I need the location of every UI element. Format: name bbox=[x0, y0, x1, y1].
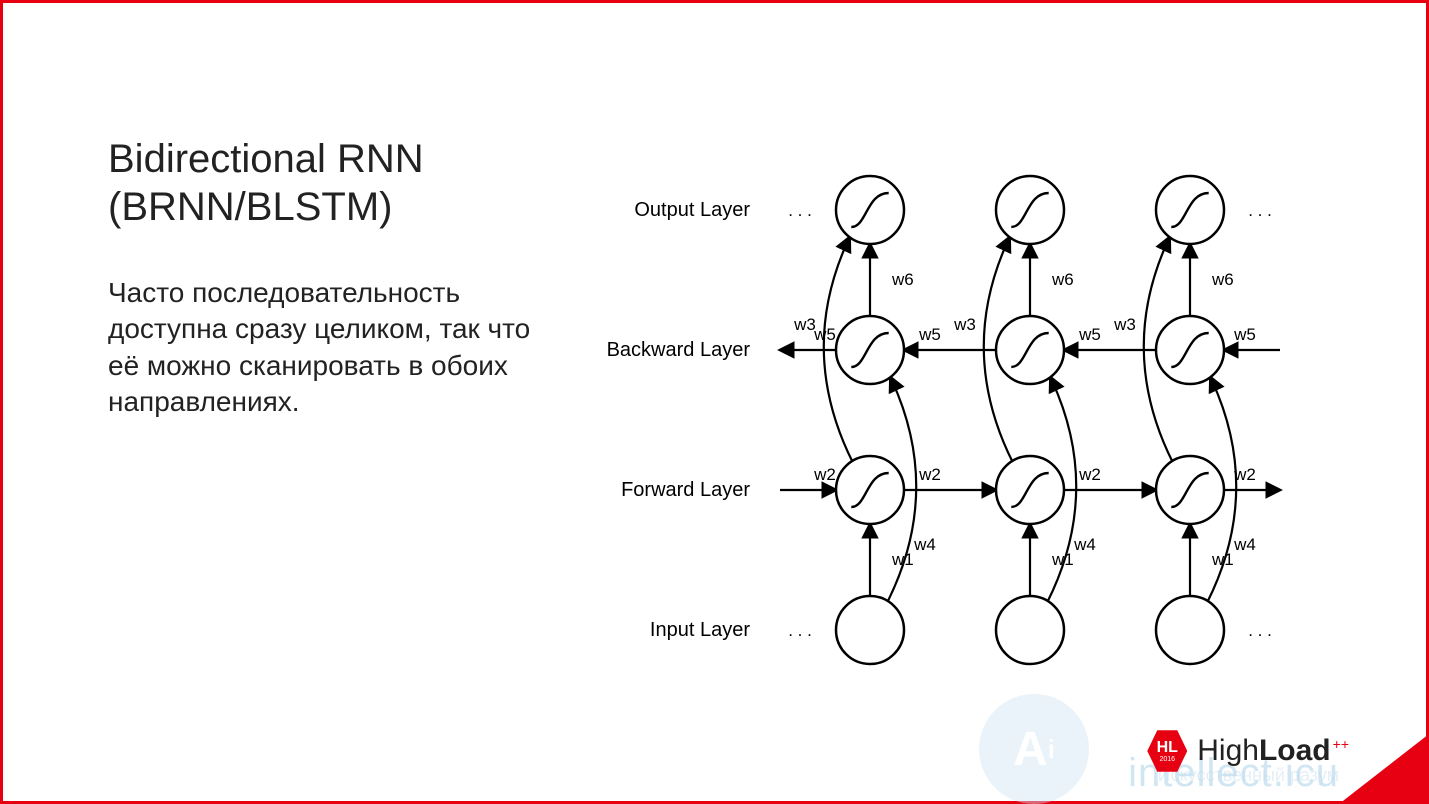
svg-text:w5: w5 bbox=[918, 325, 941, 344]
diagram-svg: Output Layer Backward Layer Forward Layer I… bbox=[580, 150, 1340, 680]
conference-logo: HL 2016 HighLoad++ bbox=[1147, 728, 1349, 774]
svg-text:Input Layer: Input Layer bbox=[650, 619, 750, 641]
svg-text:w4: w4 bbox=[1073, 535, 1096, 554]
svg-text:. . .: . . . bbox=[1248, 621, 1272, 640]
svg-text:w3: w3 bbox=[1113, 315, 1136, 334]
slide-title: Bidirectional RNN (BRNN/BLSTM) bbox=[108, 135, 528, 231]
svg-text:w5: w5 bbox=[1233, 325, 1256, 344]
svg-text:w2: w2 bbox=[1078, 465, 1101, 484]
svg-text:w3: w3 bbox=[953, 315, 976, 334]
svg-text:w2: w2 bbox=[918, 465, 941, 484]
watermark-icon: Ai bbox=[979, 694, 1089, 804]
svg-text:. . .: . . . bbox=[788, 201, 812, 220]
svg-text:w2: w2 bbox=[813, 465, 836, 484]
svg-text:Forward Layer: Forward Layer bbox=[621, 479, 750, 501]
svg-text:Backward Layer: Backward Layer bbox=[607, 339, 751, 361]
brnn-diagram: Output Layer Backward Layer Forward Layer I… bbox=[580, 150, 1340, 680]
logo-badge-year: 2016 bbox=[1159, 756, 1175, 763]
slide-body: Часто последовательность доступна сразу … bbox=[108, 275, 538, 421]
svg-text:w6: w6 bbox=[1211, 270, 1234, 289]
svg-text:w4: w4 bbox=[913, 535, 936, 554]
svg-text:. . .: . . . bbox=[1248, 201, 1272, 220]
svg-text:w5: w5 bbox=[1078, 325, 1101, 344]
svg-text:w3: w3 bbox=[793, 315, 816, 334]
svg-text:. . .: . . . bbox=[788, 621, 812, 640]
svg-text:w6: w6 bbox=[1051, 270, 1074, 289]
svg-text:w4: w4 bbox=[1233, 535, 1256, 554]
svg-text:Output Layer: Output Layer bbox=[634, 199, 750, 221]
corner-accent bbox=[1339, 734, 1429, 804]
logo-text-1: High bbox=[1197, 734, 1259, 767]
logo-badge-icon: HL 2016 bbox=[1147, 728, 1187, 774]
logo-badge-text: HL bbox=[1157, 740, 1178, 756]
logo-text-2: Load bbox=[1259, 734, 1331, 767]
svg-text:w6: w6 bbox=[891, 270, 914, 289]
logo-text: HighLoad++ bbox=[1197, 734, 1349, 768]
